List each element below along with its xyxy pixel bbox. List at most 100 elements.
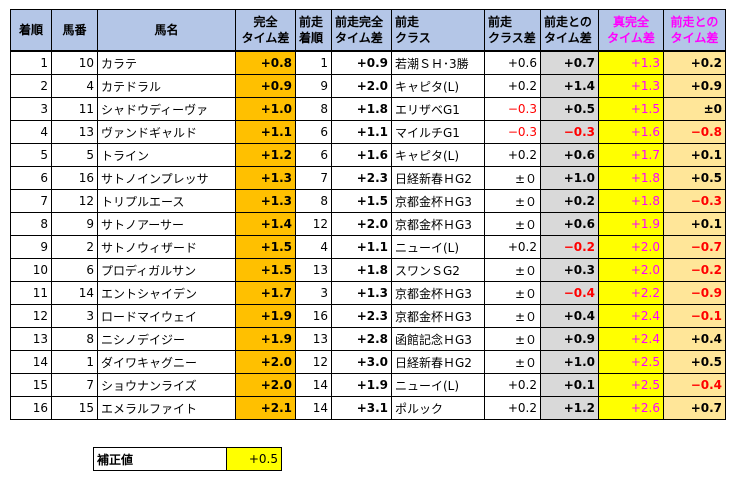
horse-name-cell: サトノアーサー xyxy=(97,212,236,236)
prev-time-adj-cell: +2.0 xyxy=(331,212,392,236)
header-name: 馬名 xyxy=(97,9,236,52)
time-adj-cell: +1.5 xyxy=(235,258,296,282)
header-time-diff: 前走との タイム差 xyxy=(540,9,599,52)
post-cell: 5 xyxy=(51,143,98,167)
table-row: 9 2 サトノウィザード +1.5 4 +1.1 ニューイ(L) +0.2 −0.2 +2.0 −0… xyxy=(10,235,726,259)
prev-class-cell: 日経新春ＨG2 xyxy=(391,166,485,190)
true-time-adj-cell: +1.3 xyxy=(598,50,664,75)
time-adj-cell: +0.8 xyxy=(235,50,296,75)
prev-class-cell: 京都金杯ＨG3 xyxy=(391,212,485,236)
table-row: 1 10 カラテ +0.8 1 +0.9 若潮ＳＨ･3勝 +0.6 +0.7 +1.3 +0.2 xyxy=(10,50,726,75)
header-prev-finish: 前走 着順 xyxy=(295,9,332,52)
finish-cell: 2 xyxy=(10,74,52,98)
time-adj-cell: +1.7 xyxy=(235,281,296,305)
horse-name-cell: ショウナンライズ xyxy=(97,373,236,397)
true-time-adj-cell: +1.8 xyxy=(598,166,664,190)
true-time-adj-cell: +2.0 xyxy=(598,258,664,282)
class-diff-cell: ±０ xyxy=(484,281,541,305)
post-cell: 9 xyxy=(51,212,98,236)
prev-finish-cell: 6 xyxy=(295,143,332,167)
horse-name-cell: トリプルエース xyxy=(97,189,236,213)
horse-name-cell: ニシノデイジー xyxy=(97,327,236,351)
post-cell: 2 xyxy=(51,235,98,259)
true-time-diff-cell: +0.4 xyxy=(663,327,726,351)
true-time-diff-cell: +0.5 xyxy=(663,350,726,374)
prev-finish-cell: 8 xyxy=(295,97,332,121)
prev-time-adj-cell: +1.1 xyxy=(331,235,392,259)
table-row: 15 7 ショウナンライズ +2.0 14 +1.9 ニューイ(L) +0.2 +0.1 +2.5… xyxy=(10,373,726,397)
prev-class-cell: 京都金杯ＨG3 xyxy=(391,281,485,305)
class-diff-cell: −0.3 xyxy=(484,97,541,121)
time-adj-cell: +2.0 xyxy=(235,373,296,397)
class-diff-cell: ±０ xyxy=(484,189,541,213)
finish-cell: 12 xyxy=(10,304,52,328)
post-cell: 11 xyxy=(51,97,98,121)
finish-cell: 13 xyxy=(10,327,52,351)
prev-finish-cell: 8 xyxy=(295,189,332,213)
time-adj-cell: +1.3 xyxy=(235,166,296,190)
table-row: 6 16 サトノインプレッサ +1.3 7 +2.3 日経新春ＨG2 ±０ +1.0 +1.8 +0… xyxy=(10,166,726,190)
time-diff-cell: −0.3 xyxy=(540,120,599,144)
true-time-adj-cell: +1.5 xyxy=(598,97,664,121)
header-prev-time-adj: 前走完全 タイム差 xyxy=(331,9,392,52)
class-diff-cell: −0.3 xyxy=(484,120,541,144)
time-diff-cell: +0.6 xyxy=(540,143,599,167)
header-post: 馬番 xyxy=(51,9,98,52)
post-cell: 8 xyxy=(51,327,98,351)
prev-finish-cell: 3 xyxy=(295,281,332,305)
time-adj-cell: +2.1 xyxy=(235,396,296,420)
finish-cell: 4 xyxy=(10,120,52,144)
post-cell: 16 xyxy=(51,166,98,190)
time-adj-cell: +1.0 xyxy=(235,97,296,121)
prev-finish-cell: 4 xyxy=(295,235,332,259)
true-time-adj-cell: +2.4 xyxy=(598,304,664,328)
class-diff-cell: +0.6 xyxy=(484,50,541,75)
horse-name-cell: プロディガルサン xyxy=(97,258,236,282)
prev-class-cell: キャピタ(L) xyxy=(391,74,485,98)
prev-finish-cell: 14 xyxy=(295,373,332,397)
prev-time-adj-cell: +2.8 xyxy=(331,327,392,351)
prev-time-adj-cell: +1.1 xyxy=(331,120,392,144)
table-row: 14 1 ダイワキャグニー +2.0 12 +3.0 日経新春ＨG2 ±０ +1.0 +2.5 +0… xyxy=(10,350,726,374)
true-time-adj-cell: +1.6 xyxy=(598,120,664,144)
prev-finish-cell: 7 xyxy=(295,166,332,190)
post-cell: 3 xyxy=(51,304,98,328)
true-time-adj-cell: +1.3 xyxy=(598,74,664,98)
time-adj-cell: +1.4 xyxy=(235,212,296,236)
finish-cell: 15 xyxy=(10,373,52,397)
prev-time-adj-cell: +2.0 xyxy=(331,74,392,98)
true-time-diff-cell: +0.2 xyxy=(663,50,726,75)
finish-cell: 8 xyxy=(10,212,52,236)
true-time-adj-cell: +1.7 xyxy=(598,143,664,167)
prev-class-cell: エリザベG1 xyxy=(391,97,485,121)
prev-finish-cell: 1 xyxy=(295,50,332,75)
true-time-diff-cell: −0.2 xyxy=(663,258,726,282)
post-cell: 12 xyxy=(51,189,98,213)
header-class-diff: 前走 クラス差 xyxy=(484,9,541,52)
true-time-diff-cell: −0.1 xyxy=(663,304,726,328)
header-time-adj: 完全 タイム差 xyxy=(235,9,296,52)
prev-time-adj-cell: +1.3 xyxy=(331,281,392,305)
post-cell: 14 xyxy=(51,281,98,305)
true-time-adj-cell: +2.4 xyxy=(598,327,664,351)
true-time-diff-cell: +0.7 xyxy=(663,396,726,420)
prev-time-adj-cell: +0.9 xyxy=(331,50,392,75)
prev-class-cell: マイルチG1 xyxy=(391,120,485,144)
header-true-time-diff: 前走との タイム差 xyxy=(663,9,726,52)
prev-class-cell: ポルック xyxy=(391,396,485,420)
table-row: 7 12 トリプルエース +1.3 8 +1.5 京都金杯ＨG3 ±０ +0.2 +1.8 −0.3 xyxy=(10,189,726,213)
prev-finish-cell: 13 xyxy=(295,327,332,351)
true-time-adj-cell: +2.5 xyxy=(598,350,664,374)
prev-class-cell: キャピタ(L) xyxy=(391,143,485,167)
prev-class-cell: ニューイ(L) xyxy=(391,235,485,259)
horse-name-cell: ヴァンドギャルド xyxy=(97,120,236,144)
true-time-adj-cell: +2.0 xyxy=(598,235,664,259)
class-diff-cell: ±０ xyxy=(484,166,541,190)
true-time-adj-cell: +2.5 xyxy=(598,373,664,397)
horse-name-cell: エメラルファイト xyxy=(97,396,236,420)
time-adj-cell: +1.2 xyxy=(235,143,296,167)
prev-finish-cell: 13 xyxy=(295,258,332,282)
prev-time-adj-cell: +1.6 xyxy=(331,143,392,167)
time-adj-cell: +1.9 xyxy=(235,327,296,351)
table-row: 5 5 トライン +1.2 6 +1.6 キャピタ(L) +0.2 +0.6 +1.7 +0.1 xyxy=(10,143,726,167)
